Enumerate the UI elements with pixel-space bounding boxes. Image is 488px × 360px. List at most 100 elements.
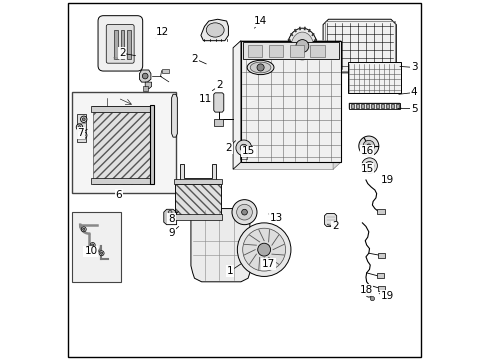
Bar: [390, 104, 393, 108]
Bar: [93, 112, 149, 184]
Bar: [348, 64, 401, 94]
Text: 4: 4: [398, 87, 417, 98]
Text: 19: 19: [380, 175, 393, 185]
Text: 19: 19: [378, 291, 393, 301]
Circle shape: [76, 124, 82, 130]
Polygon shape: [139, 70, 151, 82]
Polygon shape: [233, 48, 332, 169]
Polygon shape: [332, 41, 340, 169]
Circle shape: [369, 296, 374, 301]
Bar: [355, 104, 358, 108]
Circle shape: [142, 73, 148, 79]
Polygon shape: [242, 42, 339, 59]
Text: 12: 12: [155, 27, 169, 38]
Bar: [241, 41, 340, 162]
Ellipse shape: [250, 62, 270, 73]
Circle shape: [257, 64, 264, 71]
Bar: [360, 104, 364, 108]
Circle shape: [295, 40, 308, 53]
Circle shape: [361, 158, 377, 174]
Bar: [114, 30, 118, 59]
Circle shape: [82, 228, 84, 230]
Polygon shape: [171, 94, 177, 137]
Polygon shape: [247, 45, 262, 57]
Bar: [214, 119, 223, 126]
FancyBboxPatch shape: [98, 16, 142, 71]
Bar: [91, 106, 151, 112]
Bar: [174, 214, 222, 220]
Circle shape: [91, 244, 94, 246]
Circle shape: [236, 204, 252, 220]
Bar: [395, 104, 398, 108]
Ellipse shape: [291, 32, 313, 60]
Bar: [348, 103, 399, 109]
FancyBboxPatch shape: [106, 24, 134, 63]
Bar: [175, 184, 221, 219]
Text: 1: 1: [226, 264, 241, 276]
Text: 13: 13: [268, 212, 283, 222]
Circle shape: [237, 223, 290, 276]
Text: 2: 2: [224, 141, 235, 153]
Bar: [162, 68, 168, 73]
Polygon shape: [233, 41, 241, 169]
Circle shape: [235, 140, 251, 156]
Text: 15: 15: [241, 147, 254, 157]
Circle shape: [366, 144, 370, 148]
Bar: [385, 104, 388, 108]
Text: 14: 14: [253, 16, 266, 28]
Text: 18: 18: [359, 285, 372, 295]
Circle shape: [82, 134, 85, 137]
Polygon shape: [163, 209, 176, 225]
Bar: [370, 104, 373, 108]
Bar: [77, 114, 86, 143]
Circle shape: [242, 228, 285, 271]
Bar: [365, 104, 368, 108]
Circle shape: [365, 292, 371, 297]
Text: 16: 16: [360, 146, 373, 156]
Ellipse shape: [287, 28, 316, 64]
Text: 5: 5: [397, 104, 417, 113]
Bar: [350, 104, 353, 108]
Text: 7: 7: [78, 128, 87, 138]
Circle shape: [168, 210, 172, 214]
Bar: [72, 212, 121, 282]
Circle shape: [99, 251, 104, 256]
Polygon shape: [324, 213, 336, 226]
Bar: [142, 86, 148, 91]
Polygon shape: [213, 93, 224, 112]
Bar: [380, 104, 384, 108]
Circle shape: [365, 161, 373, 170]
Text: 6: 6: [115, 190, 122, 200]
Circle shape: [231, 200, 257, 225]
Circle shape: [240, 144, 247, 152]
Bar: [375, 104, 378, 108]
Circle shape: [81, 116, 87, 122]
Text: 2: 2: [119, 48, 135, 58]
Circle shape: [168, 215, 172, 219]
Bar: [376, 208, 384, 214]
Text: 2: 2: [191, 54, 206, 64]
Text: 3: 3: [399, 63, 417, 72]
Bar: [72, 93, 176, 193]
Ellipse shape: [206, 23, 224, 37]
Circle shape: [257, 243, 270, 256]
Bar: [91, 178, 151, 184]
Text: T0Y0TA: T0Y0TA: [112, 57, 125, 62]
Polygon shape: [145, 82, 151, 89]
Text: 2: 2: [326, 221, 338, 231]
Polygon shape: [233, 41, 340, 48]
Circle shape: [241, 209, 247, 215]
Polygon shape: [289, 45, 303, 57]
Polygon shape: [149, 105, 154, 184]
Circle shape: [82, 118, 85, 121]
Bar: [377, 273, 383, 278]
Text: 10: 10: [84, 247, 97, 256]
Bar: [324, 21, 394, 71]
Bar: [378, 252, 384, 257]
Circle shape: [358, 136, 378, 156]
Text: 2: 2: [212, 80, 223, 91]
Bar: [127, 30, 130, 59]
Polygon shape: [309, 45, 324, 57]
Polygon shape: [180, 164, 216, 182]
Text: 15: 15: [360, 164, 373, 174]
